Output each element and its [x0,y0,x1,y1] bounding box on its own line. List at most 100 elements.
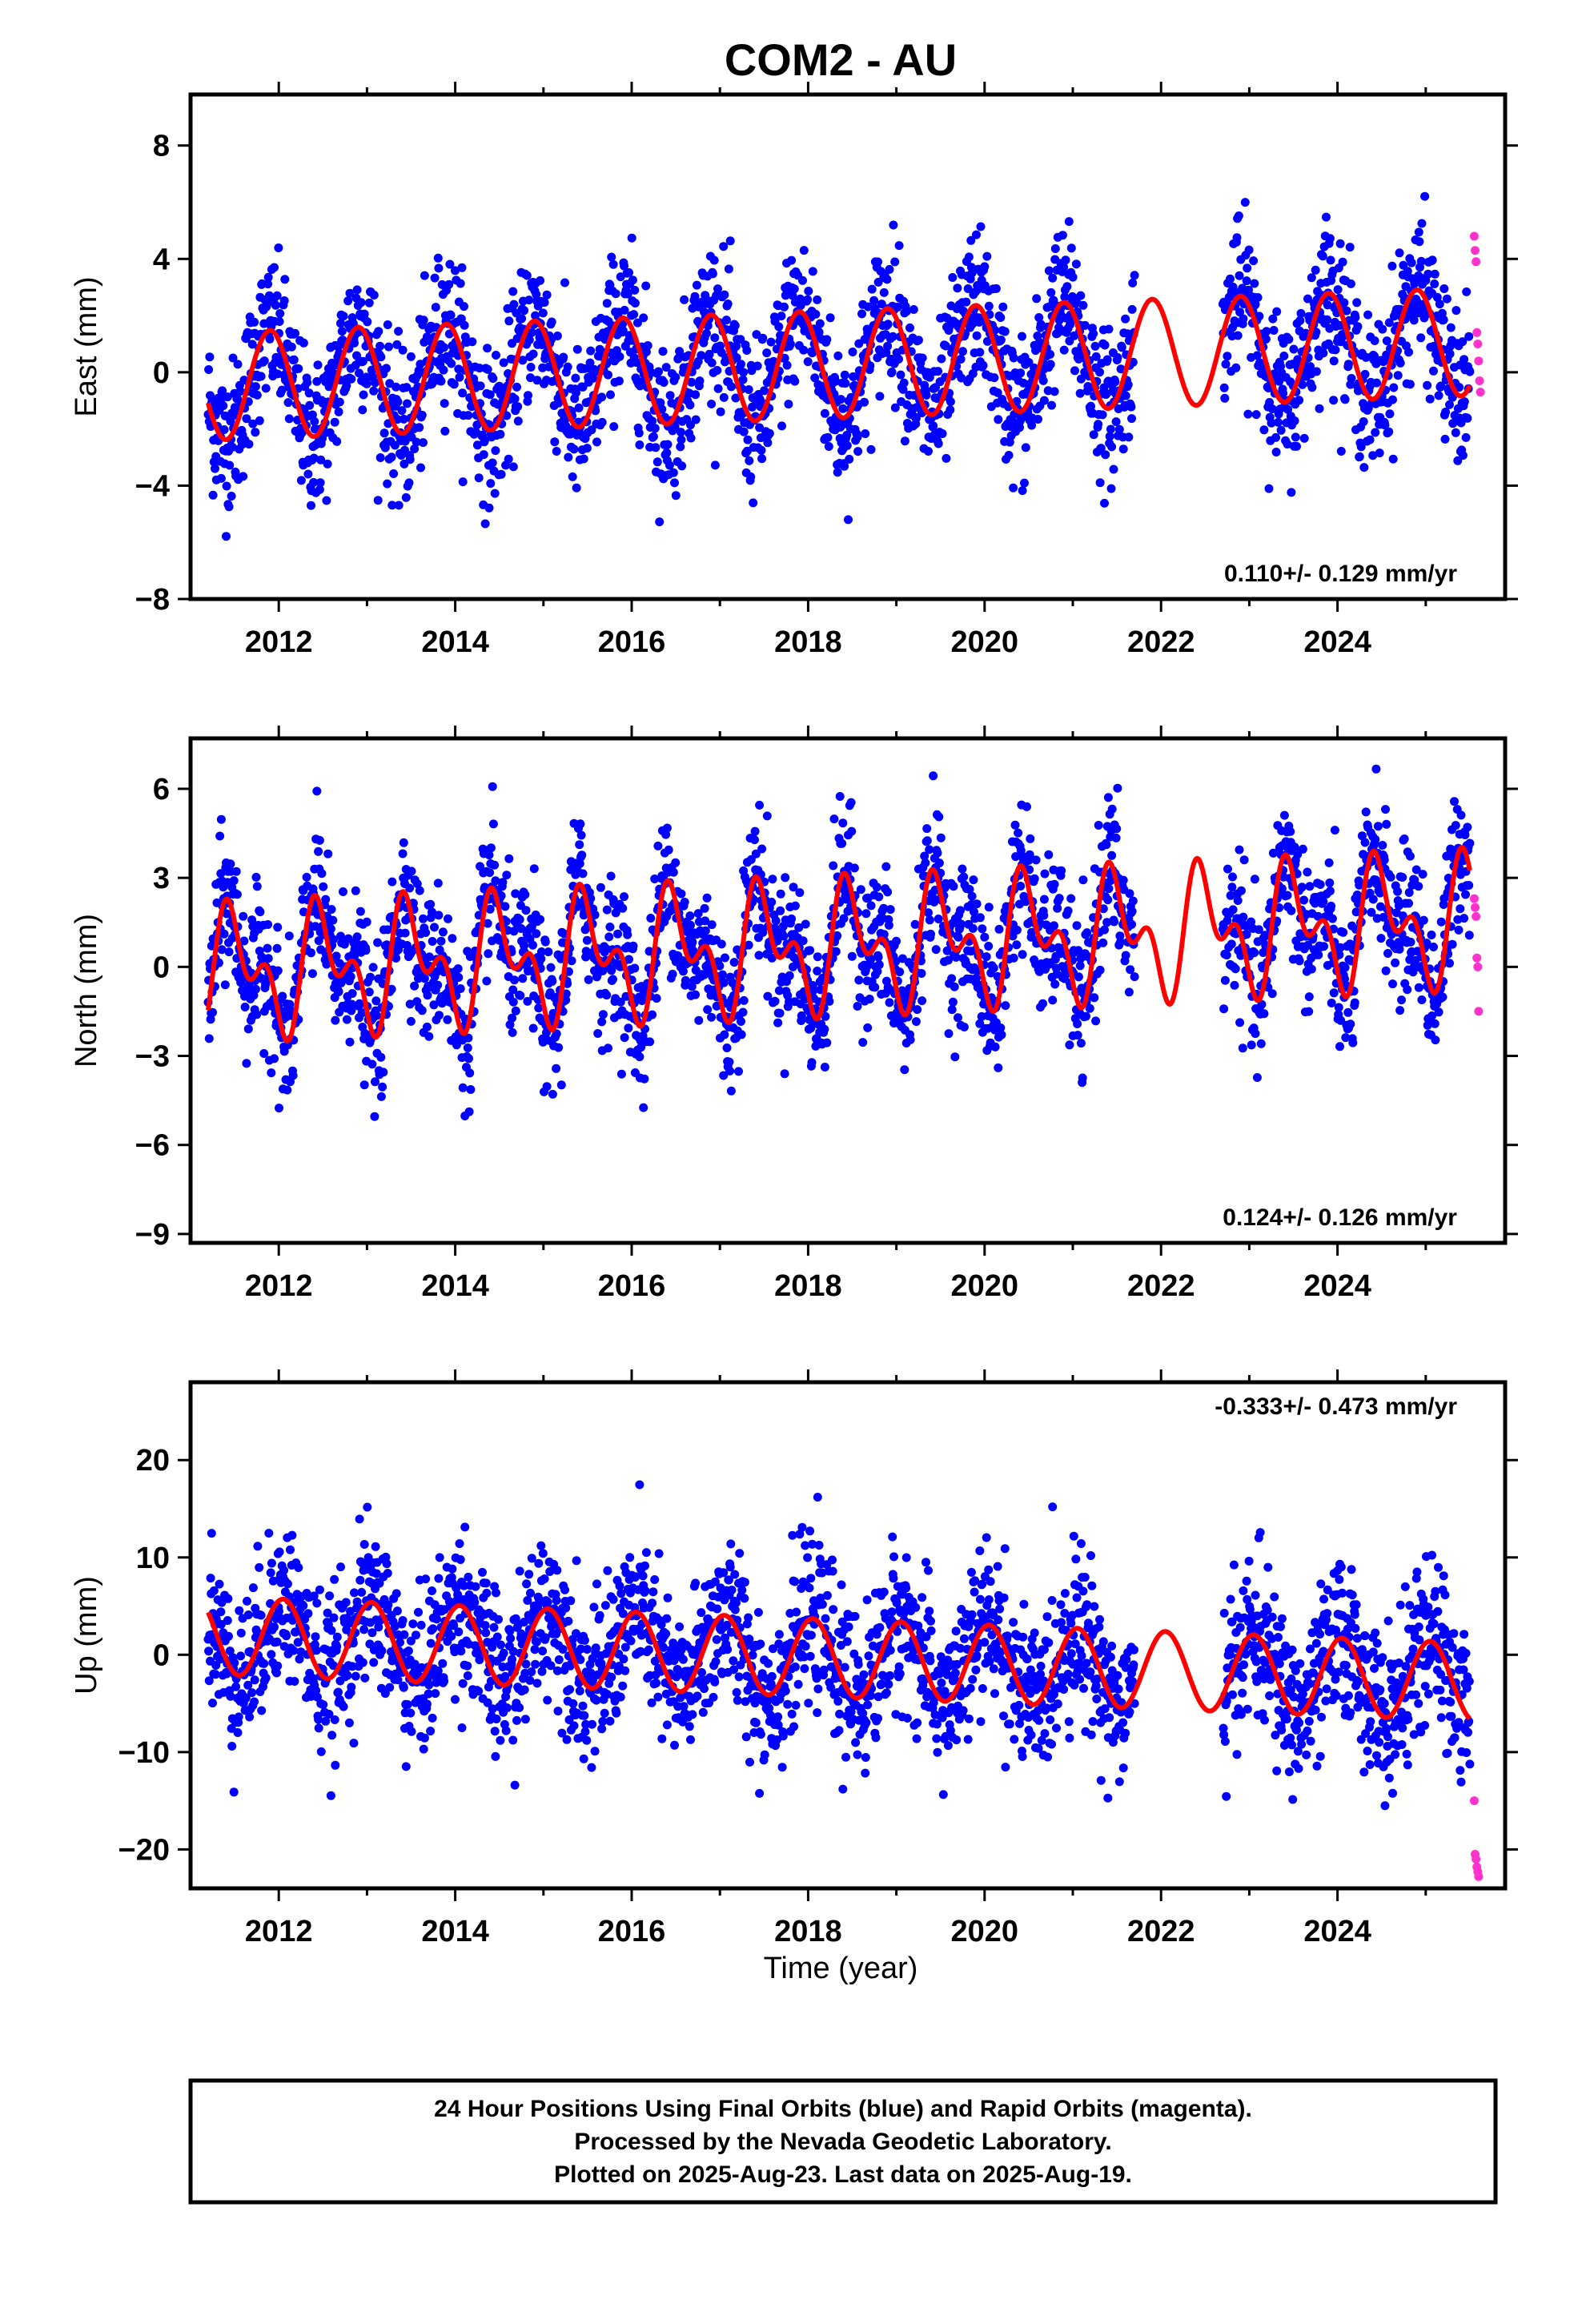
final-orbit-point [484,503,494,513]
final-orbit-point [984,942,994,951]
final-orbit-point [831,947,841,956]
final-orbit-point [1327,914,1337,923]
final-orbit-point [1287,906,1296,915]
final-orbit-point [458,1083,468,1092]
final-orbit-point [504,316,514,326]
final-orbit-point [813,295,822,304]
final-orbit-point [713,384,723,393]
final-orbit-point [1464,332,1474,341]
final-orbit-point [485,868,495,878]
final-orbit-point [270,263,279,272]
final-orbit-point [1378,324,1387,334]
final-orbit-point [686,420,695,430]
final-orbit-point [959,1023,969,1031]
final-orbit-point [1464,931,1474,940]
final-orbit-point [222,481,231,491]
final-orbit-point [336,319,345,328]
final-orbit-point [651,443,661,452]
final-orbit-point [299,338,308,348]
final-orbit-point [702,893,712,903]
final-orbit-point [921,858,930,867]
final-orbit-point [762,348,772,358]
final-orbit-point [472,440,482,450]
final-orbit-point [307,410,317,420]
final-orbit-point [866,444,876,454]
final-orbit-point [443,1015,452,1024]
final-orbit-point [394,501,404,510]
final-orbit-point [1329,988,1339,998]
final-orbit-point [1423,380,1432,390]
final-orbit-point [890,403,900,412]
final-orbit-point [1276,425,1286,435]
final-orbit-point [1076,291,1086,300]
final-orbit-point [1046,360,1055,369]
final-orbit-point [865,361,875,371]
final-orbit-point [1253,293,1263,302]
final-orbit-point [350,338,359,348]
final-orbit-point [419,438,428,448]
final-orbit-point [1050,244,1060,253]
final-orbit-point [1359,463,1369,472]
final-orbit-point [853,1002,862,1011]
final-orbit-point [1371,428,1380,437]
final-orbit-point [1405,380,1415,389]
final-orbit-point [278,991,287,1001]
final-orbit-point [803,357,813,367]
final-orbit-point [446,311,456,320]
final-orbit-point [749,498,758,508]
final-orbit-point [744,385,753,394]
final-orbit-point [265,334,275,344]
final-orbit-point [455,372,464,382]
final-orbit-point [528,940,537,950]
final-orbit-point [291,328,299,338]
final-orbit-point [773,1018,783,1027]
final-orbit-point [591,406,600,416]
final-orbit-point [900,1065,909,1075]
final-orbit-point [1329,356,1339,366]
final-orbit-point [849,372,858,381]
final-orbit-point [1103,895,1113,905]
final-orbit-point [652,994,661,1003]
final-orbit-point [376,1092,386,1101]
final-orbit-point [1372,378,1381,388]
final-orbit-point [1251,410,1261,420]
final-orbit-point [787,914,797,923]
final-orbit-point [1233,331,1243,340]
final-orbit-point [934,367,943,376]
final-orbit-point [272,943,282,953]
final-orbit-point [1376,934,1386,943]
final-orbit-point [1435,300,1444,309]
final-orbit-point [1361,807,1371,817]
final-orbit-point [947,1005,957,1015]
final-orbit-point [1252,1073,1262,1082]
final-orbit-point [1388,454,1398,464]
final-orbit-point [1322,212,1331,222]
final-orbit-point [440,343,449,352]
chart-title: COM2 - AU [725,34,957,85]
final-orbit-point [1085,1003,1094,1013]
final-orbit-point [762,811,772,821]
final-orbit-point [890,257,900,267]
final-orbit-point [624,1023,633,1033]
final-orbit-point [936,833,946,842]
final-orbit-point [1009,353,1018,363]
final-orbit-point [697,351,706,360]
final-orbit-point [256,372,266,381]
final-orbit-point [204,365,214,374]
final-orbit-point [1298,844,1307,854]
final-orbit-point [304,388,314,398]
final-orbit-point [718,970,727,979]
final-orbit-point [508,462,518,472]
final-orbit-point [737,1030,746,1039]
final-orbit-point [402,383,412,392]
final-orbit-point [630,299,640,308]
final-orbit-point [1343,360,1353,369]
final-orbit-point [933,848,942,858]
final-orbit-point [331,1015,340,1025]
final-orbit-point [1398,873,1407,882]
final-orbit-point [975,913,985,923]
final-orbit-point [869,296,879,305]
final-orbit-point [1235,271,1244,280]
final-orbit-point [1465,838,1475,848]
